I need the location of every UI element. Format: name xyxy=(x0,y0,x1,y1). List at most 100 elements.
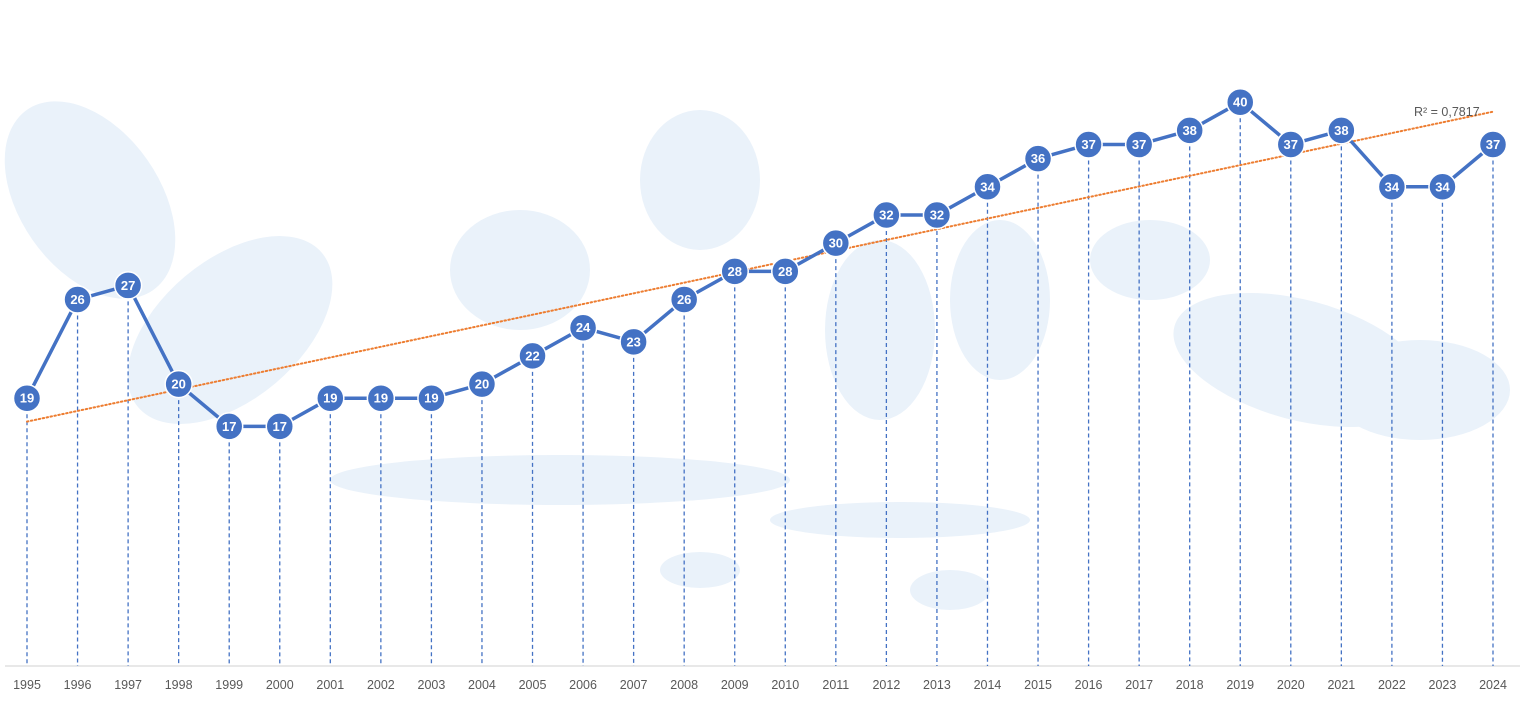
data-point xyxy=(164,369,193,399)
x-tick-label: 2019 xyxy=(1226,678,1254,692)
data-label: 19 xyxy=(20,391,34,406)
x-tick-label: 2002 xyxy=(367,678,395,692)
data-point xyxy=(619,327,648,357)
data-label: 24 xyxy=(576,320,591,335)
data-point xyxy=(417,383,446,413)
data-point xyxy=(113,271,143,300)
data-label: 37 xyxy=(1284,137,1298,152)
data-point xyxy=(1428,172,1457,202)
x-tick-label: 1995 xyxy=(13,678,41,692)
data-point xyxy=(720,257,749,286)
data-point xyxy=(1327,116,1356,145)
map-shape xyxy=(660,552,740,588)
x-tick-label: 2011 xyxy=(822,678,849,692)
data-point xyxy=(922,200,952,230)
data-point xyxy=(1276,130,1306,159)
x-tick-label: 2000 xyxy=(266,678,294,692)
data-label: 23 xyxy=(626,334,640,349)
data-label: 19 xyxy=(374,391,388,406)
map-shape xyxy=(825,240,935,420)
data-label: 19 xyxy=(424,391,438,406)
data-label: 19 xyxy=(323,391,337,406)
data-point xyxy=(1175,116,1204,145)
data-label: 17 xyxy=(273,419,287,434)
data-point xyxy=(518,341,547,371)
data-label: 26 xyxy=(677,292,691,307)
data-point xyxy=(316,383,345,413)
data-label: 28 xyxy=(778,264,792,279)
data-point xyxy=(1074,130,1103,159)
data-label: 26 xyxy=(70,292,84,307)
x-tick-label: 1996 xyxy=(64,678,92,692)
x-tick-label: 2009 xyxy=(721,678,749,692)
data-point xyxy=(265,412,295,441)
data-label: 37 xyxy=(1486,137,1500,152)
data-label: 34 xyxy=(1385,179,1400,194)
data-label: 37 xyxy=(1081,137,1095,152)
data-label: 17 xyxy=(222,419,236,434)
r-squared-label: R² = 0,7817 xyxy=(1414,105,1480,119)
x-tick-label: 2012 xyxy=(872,678,900,692)
data-point xyxy=(872,200,901,230)
data-label: 27 xyxy=(121,278,135,293)
x-tick-label: 2001 xyxy=(316,678,344,692)
x-tick-label: 2022 xyxy=(1378,678,1406,692)
x-tick-label: 2006 xyxy=(569,678,597,692)
trendline xyxy=(26,110,1494,423)
data-point xyxy=(1225,87,1255,117)
x-tick-label: 2021 xyxy=(1327,678,1355,692)
x-tick-label: 1998 xyxy=(165,678,193,692)
map-shape xyxy=(640,110,760,250)
data-label: 40 xyxy=(1233,95,1247,110)
map-shape xyxy=(330,455,790,505)
data-point xyxy=(214,412,244,441)
map-shape xyxy=(770,502,1030,538)
data-label: 34 xyxy=(1435,179,1450,194)
data-point xyxy=(63,285,92,314)
data-point xyxy=(821,228,851,258)
data-label: 38 xyxy=(1334,123,1348,138)
x-tick-label: 1999 xyxy=(215,678,243,692)
x-tick-label: 2015 xyxy=(1024,678,1052,692)
map-shape xyxy=(910,570,990,610)
data-point xyxy=(1377,172,1407,202)
data-label: 36 xyxy=(1031,151,1045,166)
x-tick-label: 2017 xyxy=(1125,678,1153,692)
x-tick-label: 2008 xyxy=(670,678,698,692)
x-tick-label: 2024 xyxy=(1479,678,1507,692)
x-tick-label: 2003 xyxy=(418,678,446,692)
data-point xyxy=(771,257,800,286)
data-point xyxy=(669,285,699,314)
data-label: 28 xyxy=(727,264,741,279)
data-point xyxy=(467,369,497,399)
data-label: 30 xyxy=(829,236,843,251)
x-tick-label: 2005 xyxy=(519,678,547,692)
data-point xyxy=(366,383,396,413)
data-label: 37 xyxy=(1132,137,1146,152)
x-tick-label: 2020 xyxy=(1277,678,1305,692)
map-shape xyxy=(1330,340,1510,440)
data-point xyxy=(1124,130,1154,159)
map-shape xyxy=(450,210,590,330)
data-label: 20 xyxy=(171,377,185,392)
background-map xyxy=(4,101,1510,610)
map-shape xyxy=(950,220,1050,380)
x-tick-label: 2007 xyxy=(620,678,648,692)
x-tick-label: 1997 xyxy=(114,678,142,692)
x-tick-label: 2004 xyxy=(468,678,496,692)
x-tick-label: 2018 xyxy=(1176,678,1204,692)
data-point xyxy=(1023,144,1053,173)
map-shape xyxy=(1090,220,1210,300)
data-point xyxy=(12,383,42,413)
x-tick-label: 2013 xyxy=(923,678,951,692)
x-tick-label: 2010 xyxy=(771,678,799,692)
data-point xyxy=(1478,130,1508,159)
data-label: 32 xyxy=(879,207,893,222)
data-label: 34 xyxy=(980,179,995,194)
x-tick-label: 2023 xyxy=(1429,678,1457,692)
x-tick-label: 2016 xyxy=(1075,678,1103,692)
data-label: 38 xyxy=(1182,123,1196,138)
data-point xyxy=(568,313,598,342)
x-tick-label: 2014 xyxy=(974,678,1002,692)
